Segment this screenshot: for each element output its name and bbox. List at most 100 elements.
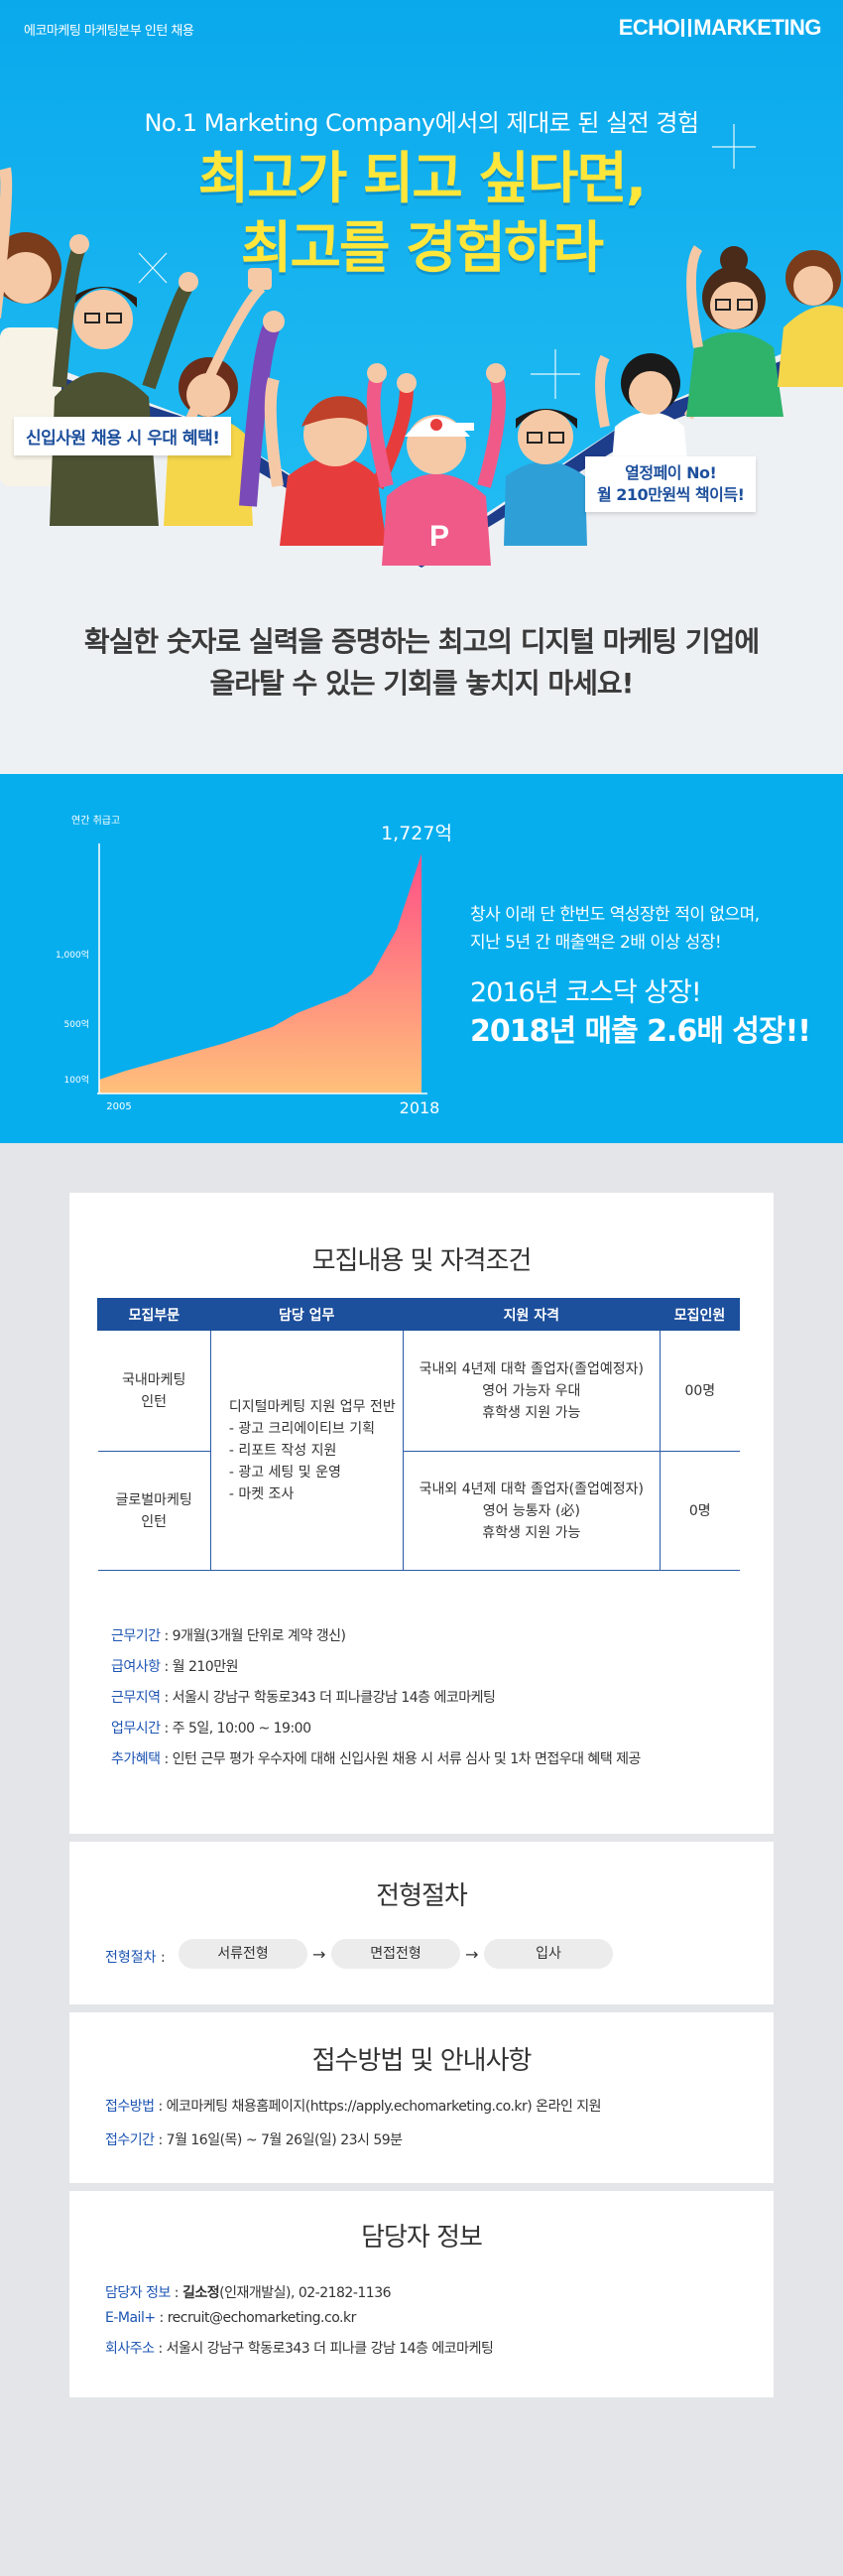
header-qualification: 지원 자격 xyxy=(402,1298,662,1331)
process-label-text: 전형절차 xyxy=(105,1950,157,1966)
dept-line1: 국내마케팅 xyxy=(121,1371,186,1388)
contact-person-line: 담당자 정보 : 길소정(인재개발실), 02-2182-1136 xyxy=(105,2285,392,2301)
dept-cell: 국내마케팅 인턴 xyxy=(97,1330,211,1452)
apply-period-line: 접수기간 : 7월 16일(목) ~ 7월 26일(일) 23시 59분 xyxy=(105,2132,403,2148)
list-item: 근무기간 : 9개월(3개월 단위로 계약 갱신) xyxy=(111,1628,346,1644)
logo-echo: ECHO xyxy=(618,15,680,40)
hero-message-line2: 올라탈 수 있는 기회를 놓치지 마세요! xyxy=(209,667,635,700)
hero-title-line1: 최고가 되고 싶다면, xyxy=(197,147,647,211)
qualification-cell: 국내외 4년제 대학 졸업자(졸업예정자) 영어 능통자 (必) 휴학생 지원 … xyxy=(402,1451,662,1571)
list-item: 추가혜택 : 인턴 근무 평가 우수자에 대해 신입사원 채용 시 서류 심사 … xyxy=(111,1751,642,1767)
header-dept: 모집부문 xyxy=(97,1298,211,1331)
header-count: 모집인원 xyxy=(660,1298,740,1331)
info-key: 근무기간 xyxy=(111,1628,161,1644)
info-key: 근무지역 xyxy=(111,1690,161,1706)
benefit-badge-left: 신입사원 채용 시 우대 혜택! xyxy=(14,417,232,455)
info-value: 서울시 강남구 학동로343 더 피나클강남 14층 에코마케팅 xyxy=(172,1690,496,1706)
contact-email-value[interactable]: recruit@echomarketing.co.kr xyxy=(167,2310,357,2326)
dept-line2: 인턴 xyxy=(141,1513,168,1530)
chart-title: 연간 취급고 xyxy=(71,815,120,827)
person-illustration xyxy=(239,311,285,507)
chart-y-tick-label: 500억 xyxy=(64,1018,89,1030)
recruit-conditions-card: 모집내용 및 자격조건 모집부문 담당 업무 지원 자격 모집인원 국내마케팅 … xyxy=(69,1193,774,1834)
person-illustration xyxy=(264,373,417,546)
duty-line: - 리포트 작성 지원 xyxy=(228,1442,337,1459)
selection-process-card: 전형절차 전형절차 : 서류전형 → 면접전형 → 입사 xyxy=(69,1842,774,2004)
process-step-join: 입사 xyxy=(484,1939,613,1969)
count-cell: 0명 xyxy=(660,1451,740,1571)
duty-line: - 광고 세팅 및 운영 xyxy=(228,1464,341,1481)
duty-cell: 디지털마케팅 지원 업무 전반 - 광고 크리에이티브 기획 - 리포트 작성 … xyxy=(209,1330,404,1571)
qual-line: 영어 가능자 우대 xyxy=(482,1382,581,1399)
process-label: 전형절차 : xyxy=(105,1950,166,1966)
chart-y-tick-label: 100억 xyxy=(64,1074,89,1086)
contact-person-name: 길소정 xyxy=(181,2285,220,2301)
person-illustration xyxy=(778,250,843,387)
echo-marketing-logo: ECHO MARKETING xyxy=(618,15,822,41)
badge-right-line1: 열정페이 No! xyxy=(625,463,717,482)
apply-period-key: 접수기간 xyxy=(105,2132,155,2148)
benefit-badge-right: 열정페이 No! 월 210만원씩 책이득! xyxy=(585,456,757,512)
process-step-interview: 면접전형 xyxy=(331,1939,460,1969)
hero-message: 확실한 숫자로 실력을 증명하는 최고의 디지털 마케팅 기업에 올라탈 수 있… xyxy=(0,621,843,705)
recruit-title: 모집내용 및 자격조건 xyxy=(311,1246,533,1276)
dept-line1: 글로벌마케팅 xyxy=(115,1491,192,1508)
revenue-area-chart: 연간 취급고 100억 500억 1,000억 2005 2018 1,727억 xyxy=(56,815,452,1117)
hero-section: 에코마케팅 마케팅본부 인턴 채용 ECHO MARKETING No.1 Mar… xyxy=(0,0,843,774)
info-key: 추가혜택 xyxy=(111,1751,161,1767)
svg-text:P: P xyxy=(429,520,449,553)
info-value: 9개월(3개월 단위로 계약 갱신) xyxy=(172,1628,346,1644)
qual-line: 휴학생 지원 가능 xyxy=(482,1524,581,1541)
recruit-table: 모집부문 담당 업무 지원 자격 모집인원 국내마케팅 인턴 디지털마케팅 지원… xyxy=(97,1298,740,1571)
apply-method-value: 에코마케팅 채용홈페이지(https://apply.echomarketing… xyxy=(166,2099,602,2115)
dept-line2: 인턴 xyxy=(141,1393,168,1410)
contact-title: 담당자 정보 xyxy=(361,2223,483,2253)
growth-band: 연간 취급고 100억 500억 1,000억 2005 2018 1,727억 창… xyxy=(0,774,843,1143)
sparkle-icon xyxy=(138,124,756,399)
header-duty: 담당 업무 xyxy=(209,1298,404,1331)
table-row: 국내마케팅 인턴 디지털마케팅 지원 업무 전반 - 광고 크리에이티브 기획 … xyxy=(97,1330,740,1571)
list-item: 업무시간 : 주 5일, 10:00 ~ 19:00 xyxy=(111,1721,311,1737)
hero-title-line2: 최고를 경험하라 xyxy=(240,216,604,281)
duty-line: - 광고 크리에이티브 기획 xyxy=(228,1420,376,1437)
contact-person-key: 담당자 정보 xyxy=(105,2285,171,2301)
qual-line: 휴학생 지원 가능 xyxy=(482,1404,581,1421)
contact-address-key: 회사주소 xyxy=(105,2341,155,2357)
apply-method-line: 접수방법 : 에코마케팅 채용홈페이지(https://apply.echoma… xyxy=(105,2099,602,2115)
chart-end-value-label: 1,727억 xyxy=(381,823,452,844)
growth-highlight-sales: 2018년 매출 2.6배 성장!! xyxy=(470,1014,811,1049)
contact-address-line: 회사주소 : 서울시 강남구 학동로343 더 피나클 강남 14층 에코마케팅 xyxy=(105,2341,494,2357)
apply-period-value: 7월 16일(목) ~ 7월 26일(일) 23시 59분 xyxy=(166,2132,403,2148)
header-left-text: 에코마케팅 마케팅본부 인턴 채용 xyxy=(24,24,194,39)
contact-email-line: E-Mail+ : recruit@echomarketing.co.kr xyxy=(105,2310,356,2326)
apply-title: 접수방법 및 안내사항 xyxy=(311,2046,533,2076)
apply-method-key: 접수방법 xyxy=(105,2099,155,2115)
process-step-document: 서류전형 xyxy=(179,1939,307,1969)
count-cell: 00명 xyxy=(660,1330,740,1452)
qual-line: 영어 능통자 (必) xyxy=(482,1502,580,1519)
info-key: 업무시간 xyxy=(111,1721,161,1737)
growth-desc-line1: 창사 이래 단 한번도 역성장한 적이 없으며, xyxy=(470,905,760,925)
recruit-table-header: 모집부문 담당 업무 지원 자격 모집인원 xyxy=(97,1298,740,1331)
info-value: 주 5일, 10:00 ~ 19:00 xyxy=(172,1721,311,1737)
contact-email-key: E-Mail+ xyxy=(105,2310,156,2326)
duty-line: - 마켓 조사 xyxy=(228,1485,295,1502)
info-value: 인턴 근무 평가 우수자에 대해 신입사원 채용 시 서류 심사 및 1차 면접… xyxy=(172,1751,642,1767)
chart-x-start-label: 2005 xyxy=(106,1101,131,1112)
chart-x-end-label: 2018 xyxy=(400,1098,440,1117)
qualification-cell: 국내외 4년제 대학 졸업자(졸업예정자) 영어 가능자 우대 휴학생 지원 가… xyxy=(402,1330,662,1452)
person-illustration: P xyxy=(366,363,507,566)
dept-cell: 글로벌마케팅 인턴 xyxy=(97,1451,211,1571)
work-conditions-list: 근무기간 : 9개월(3개월 단위로 계약 갱신) 급여사항 : 월 210만원… xyxy=(111,1621,641,1775)
growth-description: 창사 이래 단 한번도 역성장한 적이 없으며, 지난 5년 간 매출액은 2배… xyxy=(470,901,760,957)
chart-y-tick-label: 1,000억 xyxy=(56,949,89,961)
hero-message-line1: 확실한 숫자로 실력을 증명하는 최고의 디지털 마케팅 기업에 xyxy=(83,625,760,658)
hero-subtitle: No.1 Marketing Company에서의 제대로 된 실전 경험 xyxy=(144,109,699,137)
hero-title: 최고가 되고 싶다면, 최고를 경험하라 xyxy=(0,145,843,284)
info-value: 월 210만원 xyxy=(172,1659,239,1675)
logo-marketing: MARKETING xyxy=(693,15,821,40)
growth-desc-line2: 지난 5년 간 매출액은 2배 이상 성장! xyxy=(470,933,722,953)
list-item: 근무지역 : 서울시 강남구 학동로343 더 피나클강남 14층 에코마케팅 xyxy=(111,1690,496,1706)
process-title: 전형절차 xyxy=(376,1881,468,1911)
